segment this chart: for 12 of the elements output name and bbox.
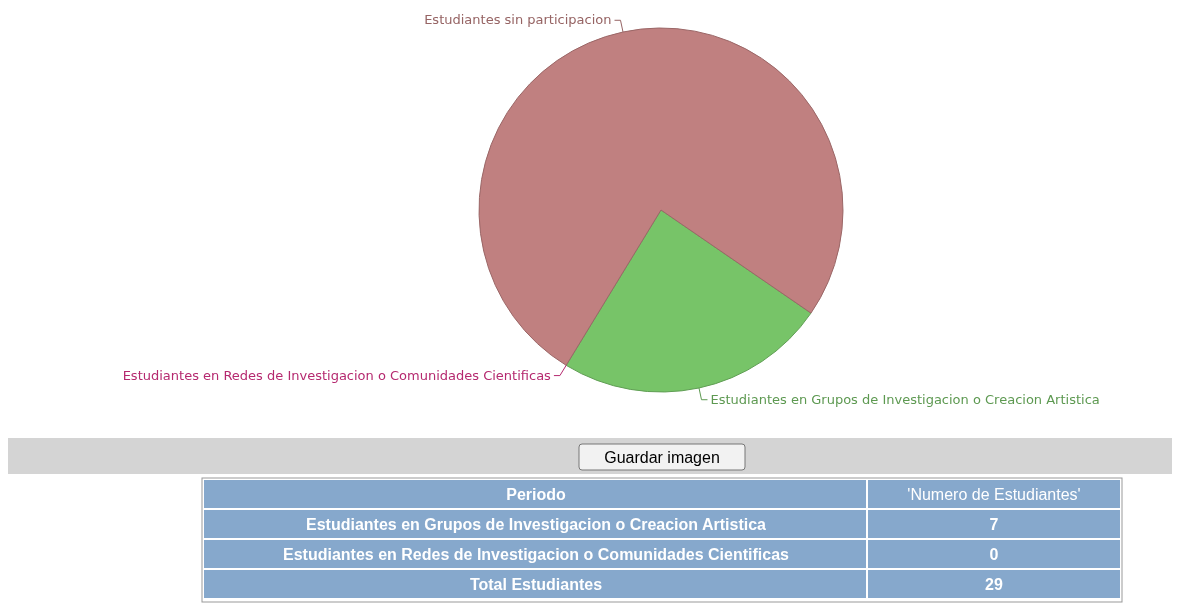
text: Estudiantes en Redes de Investigacion o Comunidades Cientificas — [283, 546, 790, 563]
save-button: Guardar imagen — [578, 443, 746, 471]
text: 29 — [985, 576, 1003, 593]
text: Total Estudiantes — [469, 576, 603, 593]
legend-label: Estudiantes en Redes de Investigacion o Comunidades Cientificas — [122, 367, 552, 383]
text: Periodo — [506, 486, 567, 503]
text: 'Numero de Estudiantes' — [907, 486, 1081, 503]
slice-label: Estudiantes sin participacion — [424, 12, 612, 28]
slice-label: Estudiantes en Grupos de Investigacion o Creacion Artistica — [710, 391, 1100, 407]
text: 0 — [989, 546, 999, 563]
text: Estudiantes en Grupos de Investigacion o Creacion Artistica — [306, 516, 767, 533]
text: 7 — [989, 516, 999, 533]
